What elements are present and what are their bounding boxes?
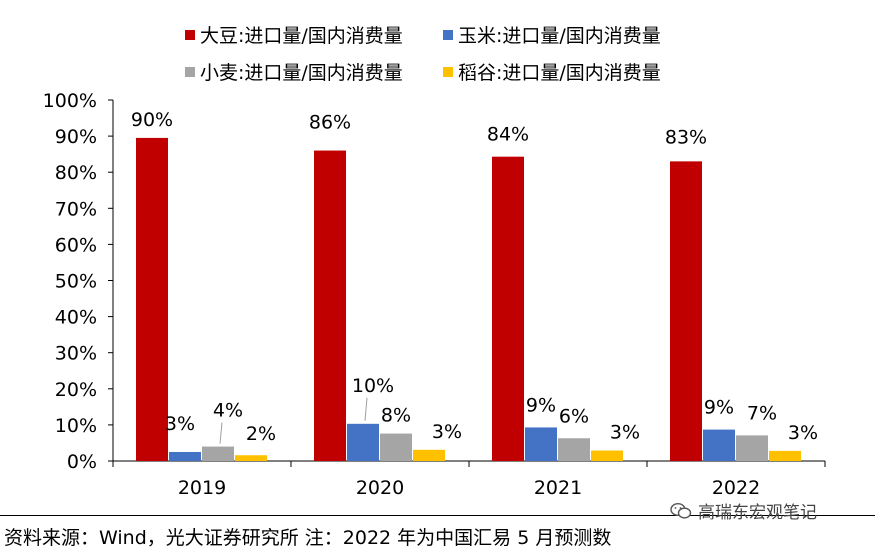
bar	[136, 137, 168, 461]
x-tick-label: 2019	[178, 477, 226, 499]
source-divider	[0, 515, 875, 516]
data-label: 4%	[213, 400, 243, 422]
data-label: 10%	[352, 375, 394, 397]
data-label: 3%	[610, 422, 640, 444]
wechat-icon	[670, 502, 692, 519]
x-tick-label: 2020	[356, 477, 404, 499]
data-label: 8%	[381, 405, 411, 427]
legend-label: 玉米:进口量/国内消费量	[458, 25, 661, 47]
data-label: 9%	[526, 394, 556, 416]
y-tick-label: 80%	[55, 162, 97, 184]
bar	[413, 449, 445, 461]
bar	[169, 451, 201, 461]
legend-label: 稻谷:进口量/国内消费量	[458, 62, 661, 84]
data-label: 3%	[432, 421, 462, 443]
bar	[235, 455, 267, 461]
bar	[314, 150, 346, 462]
watermark-text: 高瑞东宏观笔记	[698, 503, 817, 523]
bar	[591, 450, 623, 461]
y-tick-label: 10%	[55, 415, 97, 437]
legend-label: 小麦:进口量/国内消费量	[200, 62, 403, 84]
legend-label: 大豆:进口量/国内消费量	[200, 25, 403, 47]
y-tick-label: 70%	[55, 198, 97, 220]
legend-swatch	[185, 30, 195, 40]
y-tick-label: 100%	[43, 90, 97, 112]
bar	[202, 446, 234, 461]
y-tick-label: 50%	[55, 271, 97, 293]
label-leader-line	[219, 422, 223, 444]
bar	[703, 429, 735, 461]
bar	[380, 433, 412, 461]
source-note: 资料来源：Wind，光大证券研究所 注：2022 年为中国汇易 5 月预测数	[4, 527, 612, 549]
data-label: 86%	[309, 112, 351, 134]
data-label: 6%	[559, 405, 589, 427]
label-leader-line	[364, 397, 368, 421]
data-label: 83%	[665, 126, 707, 148]
data-label: 3%	[788, 422, 818, 444]
legend-swatch	[185, 67, 195, 77]
x-tick-label: 2022	[712, 477, 760, 499]
y-tick-label: 90%	[55, 126, 97, 148]
bar	[670, 161, 702, 461]
y-tick-label: 30%	[55, 343, 97, 365]
bar	[525, 427, 557, 461]
data-label: 2%	[246, 423, 276, 445]
x-tick-label: 2021	[534, 477, 582, 499]
data-label: 7%	[747, 402, 777, 424]
legend-swatch	[443, 67, 453, 77]
data-label: 84%	[487, 124, 529, 146]
y-tick-label: 40%	[55, 307, 97, 329]
bar	[736, 435, 768, 461]
bar	[769, 450, 801, 461]
legend-swatch	[443, 30, 453, 40]
watermark: 高瑞东宏观笔记	[670, 498, 817, 523]
data-label: 9%	[704, 397, 734, 419]
bar	[347, 423, 379, 461]
y-tick-label: 20%	[55, 379, 97, 401]
y-tick-label: 0%	[67, 451, 97, 473]
data-label: 90%	[131, 109, 173, 131]
bar	[492, 156, 524, 461]
bar	[558, 438, 590, 461]
y-tick-label: 60%	[55, 234, 97, 256]
data-label: 3%	[165, 413, 195, 435]
